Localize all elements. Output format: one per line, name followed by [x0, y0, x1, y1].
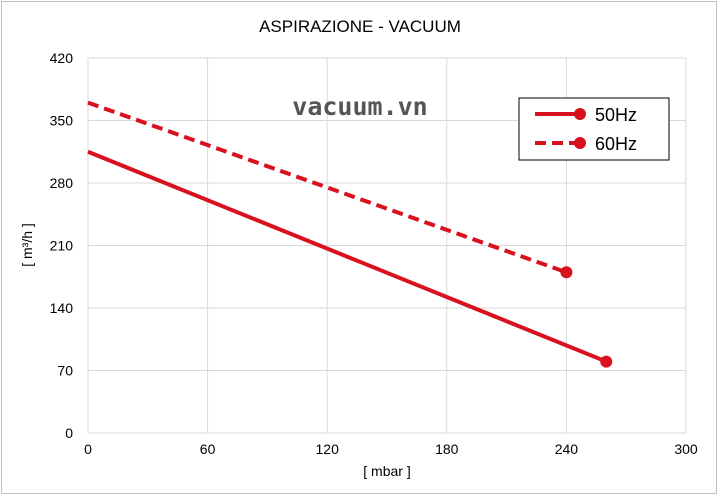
legend-box	[518, 97, 670, 161]
legend-label-50Hz: 50Hz	[595, 105, 637, 125]
x-tick-labels: 0 60 120 180 240 300	[84, 441, 698, 457]
chart-title: ASPIRAZIONE - VACUUM	[259, 17, 461, 36]
y-tick-label: 140	[50, 300, 74, 316]
x-tick-label: 300	[674, 441, 698, 457]
x-tick-label: 180	[435, 441, 459, 457]
x-tick-label: 60	[200, 441, 216, 457]
y-axis-title: [ m³/h ]	[19, 223, 35, 267]
x-tick-label: 240	[555, 441, 579, 457]
y-tick-label: 420	[50, 50, 74, 66]
y-tick-label: 0	[65, 425, 73, 441]
y-tick-labels: 0 70 140 210 280 350 420	[50, 50, 74, 441]
x-tick-label: 0	[84, 441, 92, 457]
legend-marker-50Hz	[574, 108, 586, 120]
legend: 50Hz 60Hz	[518, 97, 670, 161]
y-tick-label: 210	[50, 238, 74, 254]
x-tick-label: 120	[316, 441, 340, 457]
series-line-50Hz	[87, 149, 608, 364]
x-axis-title: [ mbar ]	[363, 463, 410, 479]
y-tick-label: 70	[57, 363, 73, 379]
series-end-marker-50Hz	[600, 355, 613, 368]
legend-marker-60Hz	[574, 137, 586, 149]
series-group	[87, 100, 613, 368]
series-end-marker-60Hz	[560, 266, 573, 279]
legend-label-60Hz: 60Hz	[595, 134, 637, 154]
y-tick-label: 280	[50, 175, 74, 191]
watermark-text: vacuum.vn	[292, 92, 427, 121]
y-tick-label: 350	[50, 113, 74, 129]
